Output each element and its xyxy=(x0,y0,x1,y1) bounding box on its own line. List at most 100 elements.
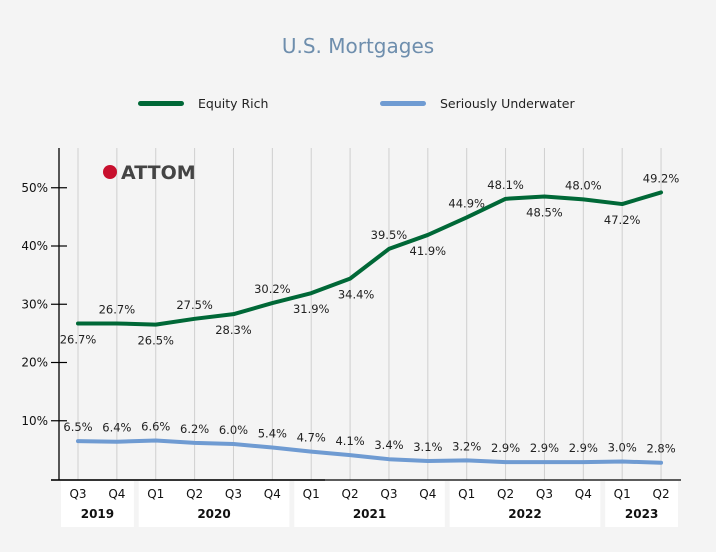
data-point xyxy=(542,460,546,464)
data-label: 2.9% xyxy=(530,441,559,455)
data-point xyxy=(659,190,663,194)
data-label: 47.2% xyxy=(604,213,641,227)
data-label: 41.9% xyxy=(410,244,447,258)
data-point xyxy=(504,460,508,464)
x-tick-label: Q4 xyxy=(108,487,125,501)
data-point xyxy=(193,441,197,445)
data-point xyxy=(309,291,313,295)
year-label: 2022 xyxy=(508,507,541,521)
data-label: 26.5% xyxy=(137,334,174,348)
series-line-equity-rich xyxy=(76,190,664,327)
legend-underwater: Seriously Underwater xyxy=(380,96,575,111)
legend-label: Equity Rich xyxy=(198,96,269,111)
data-point xyxy=(193,317,197,321)
data-point xyxy=(115,321,119,325)
x-tick-label: Q3 xyxy=(225,487,242,501)
data-point xyxy=(76,321,80,325)
data-label: 2.8% xyxy=(646,442,675,456)
data-point xyxy=(581,197,585,201)
data-point xyxy=(387,247,391,251)
data-label: 48.5% xyxy=(526,205,563,219)
legend-swatch xyxy=(138,101,184,106)
data-label: 6.4% xyxy=(102,421,131,435)
year-label: 2019 xyxy=(81,507,114,521)
data-point xyxy=(348,453,352,457)
year-label: 2020 xyxy=(197,507,230,521)
data-label: 2.9% xyxy=(491,441,520,455)
x-tick-label: Q2 xyxy=(497,487,514,501)
data-point xyxy=(581,460,585,464)
data-label: 48.1% xyxy=(487,178,524,192)
x-tick-label: Q1 xyxy=(303,487,320,501)
x-tick-label: Q1 xyxy=(458,487,475,501)
data-point xyxy=(504,197,508,201)
data-label: 48.0% xyxy=(565,178,602,192)
legend-swatch xyxy=(380,101,426,106)
data-point xyxy=(620,202,624,206)
data-label: 4.7% xyxy=(297,431,326,445)
data-label: 27.5% xyxy=(176,298,213,312)
attom-logo: ATTOM xyxy=(121,162,196,184)
year-band xyxy=(449,481,601,527)
x-tick-label: Q3 xyxy=(536,487,553,501)
data-label: 6.2% xyxy=(180,422,209,436)
data-label: 6.5% xyxy=(63,420,92,434)
data-point xyxy=(348,277,352,281)
x-tick-label: Q4 xyxy=(264,487,281,501)
data-label: 3.2% xyxy=(452,439,481,453)
data-label: 4.1% xyxy=(335,434,364,448)
data-label: 5.4% xyxy=(258,427,287,441)
x-tick-label: Q2 xyxy=(186,487,203,501)
y-tick-label: 20% xyxy=(21,356,48,370)
data-label: 39.5% xyxy=(371,228,408,242)
legend-equity-rich: Equity Rich xyxy=(138,96,268,111)
x-tick-label: Q2 xyxy=(653,487,670,501)
data-label: 34.4% xyxy=(338,288,375,302)
data-label: 26.7% xyxy=(99,302,136,316)
data-label: 6.6% xyxy=(141,420,170,434)
series-line-underwater xyxy=(76,438,664,465)
data-point xyxy=(659,461,663,465)
data-point xyxy=(115,440,119,444)
data-point xyxy=(231,442,235,446)
y-tick-label: 30% xyxy=(21,297,48,311)
data-point xyxy=(76,439,80,443)
data-point xyxy=(387,457,391,461)
data-point xyxy=(426,233,430,237)
x-tick-label: Q3 xyxy=(69,487,86,501)
year-label: 2021 xyxy=(353,507,386,521)
data-label: 31.9% xyxy=(293,302,330,316)
year-band xyxy=(605,481,679,527)
data-point xyxy=(542,194,546,198)
data-point xyxy=(154,439,158,443)
y-tick-label: 40% xyxy=(21,239,48,253)
data-point xyxy=(309,450,313,454)
chart-title: U.S. Mortgages xyxy=(281,34,435,58)
year-band xyxy=(138,481,290,527)
data-label: 3.0% xyxy=(608,441,637,455)
data-label: 49.2% xyxy=(643,171,680,185)
data-label: 3.4% xyxy=(374,438,403,452)
year-band xyxy=(294,481,445,527)
x-tick-label: Q1 xyxy=(147,487,164,501)
data-label: 26.7% xyxy=(60,332,97,346)
data-label: 3.1% xyxy=(413,440,442,454)
x-tick-label: Q3 xyxy=(380,487,397,501)
data-label: 6.0% xyxy=(219,423,248,437)
data-point xyxy=(426,459,430,463)
y-tick-label: 50% xyxy=(21,181,48,195)
data-point xyxy=(620,460,624,464)
data-point xyxy=(231,312,235,316)
data-point xyxy=(270,446,274,450)
y-tick-label: 10% xyxy=(21,414,48,428)
data-label: 44.9% xyxy=(448,196,485,210)
data-point xyxy=(465,215,469,219)
x-tick-label: Q1 xyxy=(614,487,631,501)
data-label: 2.9% xyxy=(569,441,598,455)
legend-label: Seriously Underwater xyxy=(440,96,575,111)
x-tick-label: Q2 xyxy=(342,487,359,501)
data-point xyxy=(154,323,158,327)
year-label: 2023 xyxy=(625,507,658,521)
